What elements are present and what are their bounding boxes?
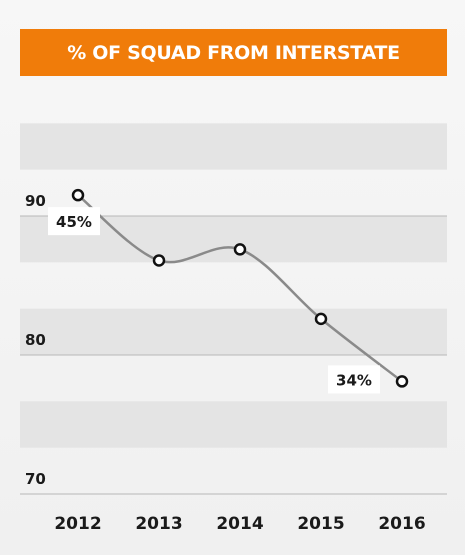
chart-title-bar: % OF SQUAD FROM INTERSTATE — [20, 29, 447, 76]
data-point — [152, 254, 166, 267]
data-point — [71, 188, 85, 202]
x-tick-label: 2014 — [216, 514, 263, 534]
data-label: 45% — [56, 213, 92, 231]
x-tick-label: 2015 — [297, 514, 344, 534]
chart-title: % OF SQUAD FROM INTERSTATE — [67, 41, 400, 64]
grid-band — [20, 123, 447, 170]
data-label: 34% — [336, 371, 372, 389]
y-tick-label: 80 — [25, 331, 46, 349]
data-point — [395, 375, 409, 388]
grid-band — [20, 308, 447, 355]
data-label-box — [48, 207, 100, 236]
y-tick-label: 70 — [25, 470, 46, 488]
x-tick-label: 2016 — [378, 514, 425, 534]
data-point — [233, 243, 247, 256]
x-tick-label: 2013 — [135, 514, 182, 534]
grid-band — [20, 401, 447, 448]
y-tick-label: 90 — [25, 192, 46, 210]
data-point — [314, 312, 328, 326]
x-tick-label: 2012 — [54, 514, 101, 534]
data-label-box — [328, 365, 380, 394]
